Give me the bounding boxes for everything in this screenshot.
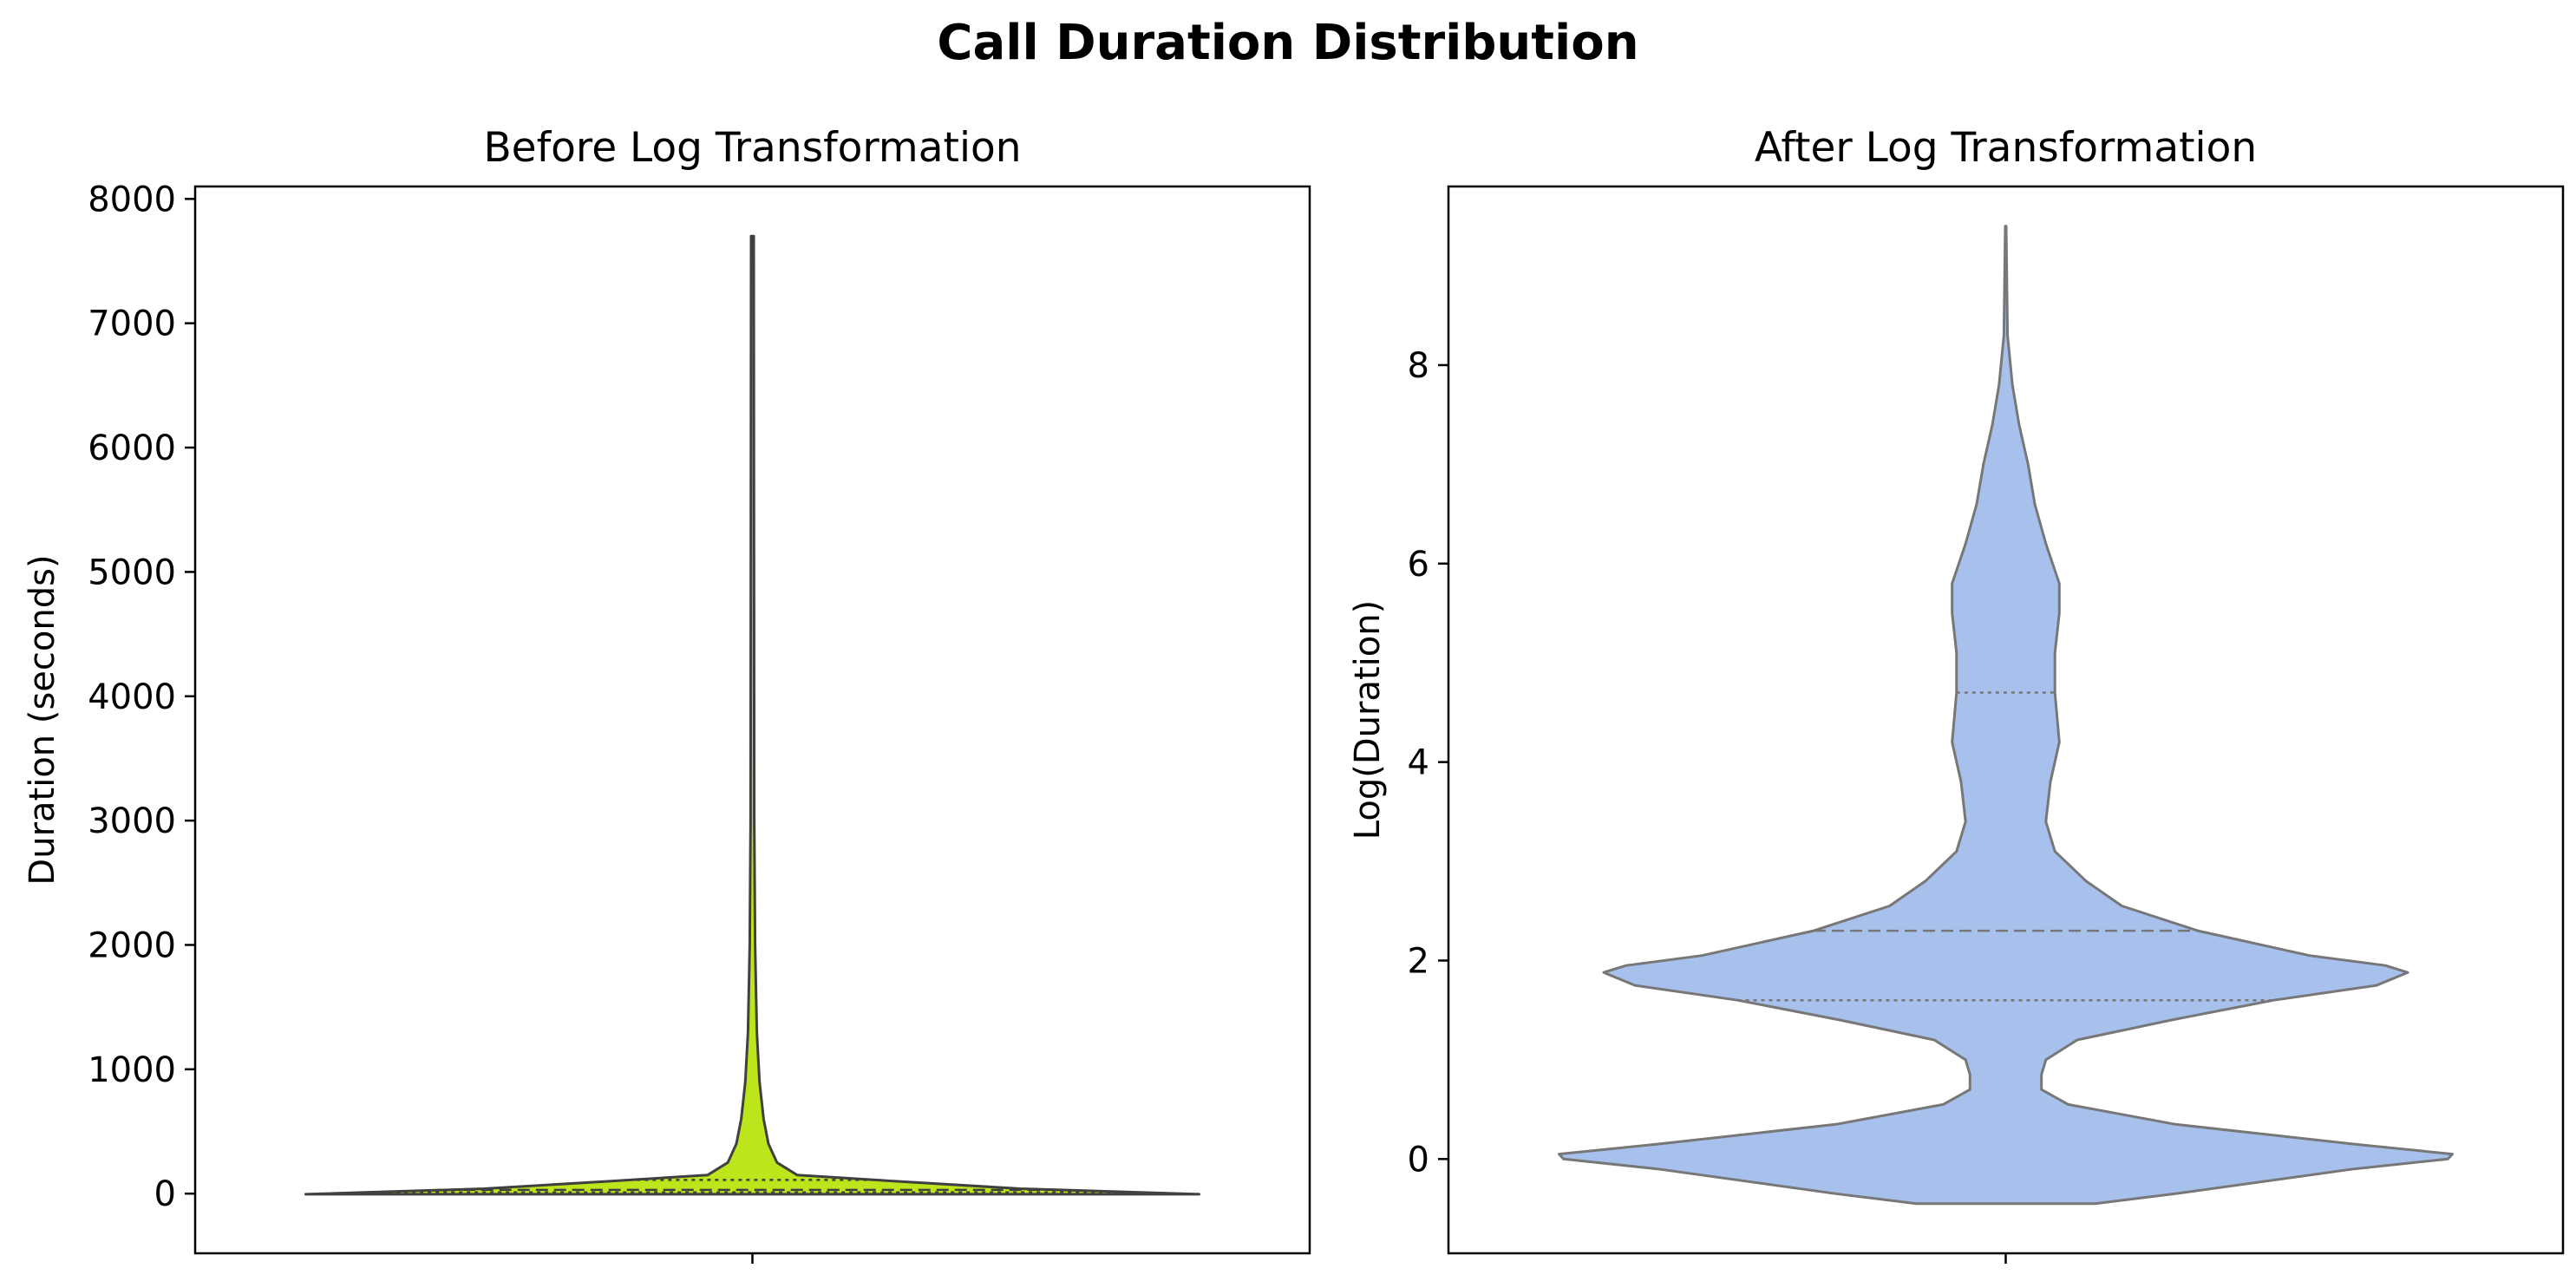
y-tick-label: 0 bbox=[1408, 1140, 1429, 1180]
axes-frame-before bbox=[193, 185, 1311, 1255]
violin-marks-before bbox=[304, 234, 1200, 1196]
y-tick-label: 4000 bbox=[88, 677, 176, 717]
axes-frame-after bbox=[1447, 185, 2565, 1255]
panel-title-after: After Log Transformation bbox=[1755, 124, 2257, 172]
violin-panel-before: Before Log Transformation Duration (seco… bbox=[23, 124, 1311, 1264]
y-tick-label: 8 bbox=[1408, 346, 1429, 386]
y-tick-label: 7000 bbox=[88, 304, 176, 344]
y-axis-label-after: Log(Duration) bbox=[1348, 600, 1388, 840]
y-tick-label: 2000 bbox=[88, 925, 176, 965]
violin-body bbox=[1558, 225, 2454, 1206]
y-tick-label: 6000 bbox=[88, 428, 176, 468]
figure-title: Call Duration Distribution bbox=[937, 15, 1638, 71]
y-tick-label: 1000 bbox=[88, 1050, 176, 1090]
y-axis-label-before: Duration (seconds) bbox=[23, 554, 62, 885]
violin-body bbox=[304, 234, 1200, 1196]
y-tick-label: 5000 bbox=[88, 552, 176, 592]
y-tick-label: 3000 bbox=[88, 801, 176, 841]
y-tick-label: 0 bbox=[154, 1174, 176, 1214]
y-axis-before: 0 1000 2000 3000 4000 5000 6000 7000 8000 bbox=[88, 180, 754, 1264]
y-tick-label: 8000 bbox=[88, 180, 176, 219]
y-tick-label: 6 bbox=[1408, 545, 1429, 585]
violin-marks-after bbox=[1558, 225, 2454, 1206]
y-tick-label: 2 bbox=[1408, 941, 1429, 981]
y-axis-after: 0 2 4 6 8 bbox=[1408, 346, 2007, 1264]
y-tick-label: 4 bbox=[1408, 743, 1429, 783]
panel-title-before: Before Log Transformation bbox=[483, 124, 1021, 172]
violin-panel-after: After Log Transformation Log(Duration) 0… bbox=[1348, 124, 2565, 1264]
